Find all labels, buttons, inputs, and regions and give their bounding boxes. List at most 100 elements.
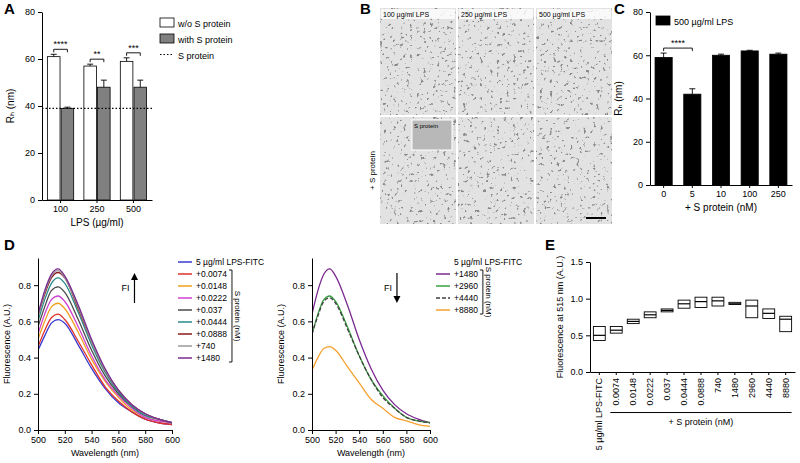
y-axis-title: Rₕ (nm) [5,89,16,124]
legend-label: 500 µg/ml LPS [674,17,733,27]
x-tick-label: 5 [690,189,695,199]
y-tick-mark [34,285,38,286]
x-tick-mark [430,430,431,434]
micrograph-texture [458,8,534,115]
legend-swatch [436,297,450,299]
spectrum-line [312,298,430,423]
y-tick: 40 [25,101,42,111]
x-tick: 500 [305,430,320,445]
plot-area [655,50,787,185]
x-tick-mark [778,185,779,188]
micrograph-texture [536,117,612,224]
box [644,312,656,318]
y-tick-mark [38,200,42,201]
legend-label: +2960 [454,281,478,291]
box-median [661,310,673,311]
legend-bracket [229,270,232,362]
y-tick-mark [586,372,590,373]
reference-line [42,108,152,109]
error-bar [124,58,130,62]
box-median [627,321,639,322]
image-label: 250 µg/ml LPS [461,11,507,19]
y-tick-label: 0.8 [292,281,305,291]
legend-swatch [178,261,192,263]
panel-letter: D [4,236,15,253]
x-tick-label: 10 [716,189,726,199]
y-axis-line [312,259,313,431]
x-tick-label: 250 [771,189,786,199]
y-axis-title: Fluorescence (A.U.) [276,304,286,384]
x-tick-label: 0.037 [662,378,672,401]
box [695,297,707,307]
y-axis-line [650,13,651,186]
x-tick-mark [97,200,98,203]
y-tick: 80 [25,7,42,17]
y-tick-mark [34,430,38,431]
figure-svg: *********020406080100250500Rₕ (nm)LPS (µ… [0,0,800,463]
micrograph-texture [536,8,612,115]
y-tick: 60 [25,54,42,64]
legend-swatch [436,309,450,311]
plot-area [593,297,791,340]
box-median [746,305,758,306]
box [763,309,775,319]
significance-bracket [54,49,68,52]
legend-label: +0.0148 [196,281,227,291]
significance-label: *** [128,43,139,53]
box-median [763,313,775,314]
y-tick: 0.6 [292,317,312,327]
x-tick-label: 250 [89,204,104,214]
error-bar [718,54,724,55]
plot-area [312,269,430,427]
y-tick-mark [34,321,38,322]
y-tick-mark [34,394,38,395]
spectrum-line [312,296,430,423]
x-tick-mark [633,372,634,375]
x-axis: 100250500 [43,200,153,214]
legend-swatch [436,273,450,275]
legend-swatch [178,309,192,311]
box [627,319,639,323]
micrograph-texture [380,117,456,224]
x-tick: 740 [713,372,723,393]
legend-bracket-label: S protein (nM) [484,267,493,318]
x-tick-mark [785,372,786,375]
y-tick-mark [308,394,312,395]
y-tick-label: 20 [633,137,643,147]
legend-label: +0.0444 [196,317,227,327]
legend-swatch [656,16,670,25]
inset-label: S protein [414,123,438,129]
x-tick: 250 [89,200,104,214]
y-tick-mark [308,285,312,286]
x-tick: 600 [423,430,438,445]
x-tick-mark [650,372,651,375]
x-axis: 0510100250 [651,185,793,199]
spectrum-line [38,271,172,423]
bar [84,66,97,200]
y-axis-line [38,259,39,431]
error-bar [747,50,753,52]
y-axis-line [42,13,43,201]
y-tick-label: 0 [638,180,643,190]
y-tick-label: 80 [25,7,35,17]
spectrum-line [312,347,430,427]
y-tick-mark [586,299,590,300]
legend-label: 5 µg/ml LPS-FITC [196,257,264,267]
error-bar [101,80,107,87]
image-label: 100 µg/ml LPS [383,11,429,19]
annotation-arrowhead [393,296,400,303]
y-tick-label: 1.0 [570,294,583,304]
error-bar [775,53,781,54]
figure: *********020406080100250500Rₕ (nm)LPS (µ… [0,0,800,463]
x-tick: 560 [111,430,126,445]
bar [684,94,701,185]
y-tick: 0.0 [18,425,38,435]
x-tick: 0.0074 [611,372,621,406]
box [678,300,690,308]
legend-swatch [178,345,192,347]
y-tick-label: 0.2 [292,389,305,399]
y-tick-mark [308,358,312,359]
y-tick-mark [38,153,42,154]
y-tick-label: 0.8 [18,281,31,291]
y-tick: 0.0 [292,425,312,435]
